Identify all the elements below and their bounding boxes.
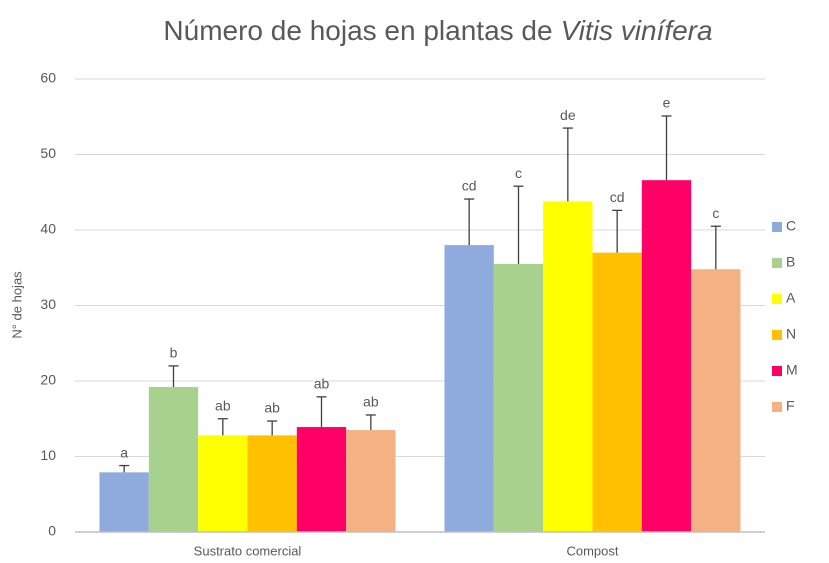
significance-letter: ab (264, 400, 280, 416)
significance-letter: c (712, 205, 719, 221)
legend-label: C (786, 218, 796, 234)
bar (346, 430, 396, 532)
significance-letter: ab (215, 397, 231, 413)
significance-letter: cd (610, 189, 625, 205)
bar (543, 201, 593, 532)
x-tick-label: Compost (566, 543, 618, 558)
legend-swatch (772, 330, 782, 340)
significance-letter: de (560, 107, 576, 123)
significance-letter: e (663, 95, 671, 111)
legend-swatch (772, 258, 782, 268)
title-species: Vitis vinífera (561, 15, 713, 46)
y-tick-label: 20 (40, 372, 56, 388)
y-axis-label: N° de hojas (9, 271, 24, 339)
bar (99, 472, 149, 532)
bar (148, 387, 199, 532)
legend-label: A (786, 290, 796, 306)
y-tick-label: 10 (40, 447, 56, 463)
y-tick-label: 60 (40, 70, 56, 86)
legend-swatch (772, 222, 782, 232)
bar (493, 263, 544, 532)
significance-letter: ab (363, 394, 379, 410)
chart-title: Número de hojas en plantas de Vitis viníf… (163, 15, 712, 46)
legend-label: B (786, 254, 795, 270)
y-tick-label: 40 (40, 221, 56, 237)
significance-letter: cd (462, 178, 477, 194)
bar (592, 252, 642, 532)
legend-label: F (786, 398, 795, 414)
bar (691, 269, 741, 532)
bar (296, 427, 347, 532)
significance-letter: b (170, 345, 178, 361)
legend-label: M (786, 362, 798, 378)
x-tick-label: Sustrato comercial (194, 543, 302, 558)
legend-swatch (772, 402, 782, 412)
significance-letter: ab (314, 376, 330, 392)
y-tick-label: 0 (48, 523, 56, 539)
bar (247, 435, 297, 532)
bar (444, 245, 494, 532)
significance-letter: c (515, 165, 522, 181)
bar (641, 180, 692, 533)
y-tick-label: 30 (40, 296, 56, 312)
title-text: Número de hojas en plantas de (163, 15, 552, 46)
legend-label: N (786, 326, 796, 342)
legend-swatch (772, 294, 782, 304)
legend-swatch (772, 366, 782, 376)
bar (198, 435, 248, 532)
significance-letter: a (120, 444, 128, 460)
y-tick-label: 50 (40, 145, 56, 161)
